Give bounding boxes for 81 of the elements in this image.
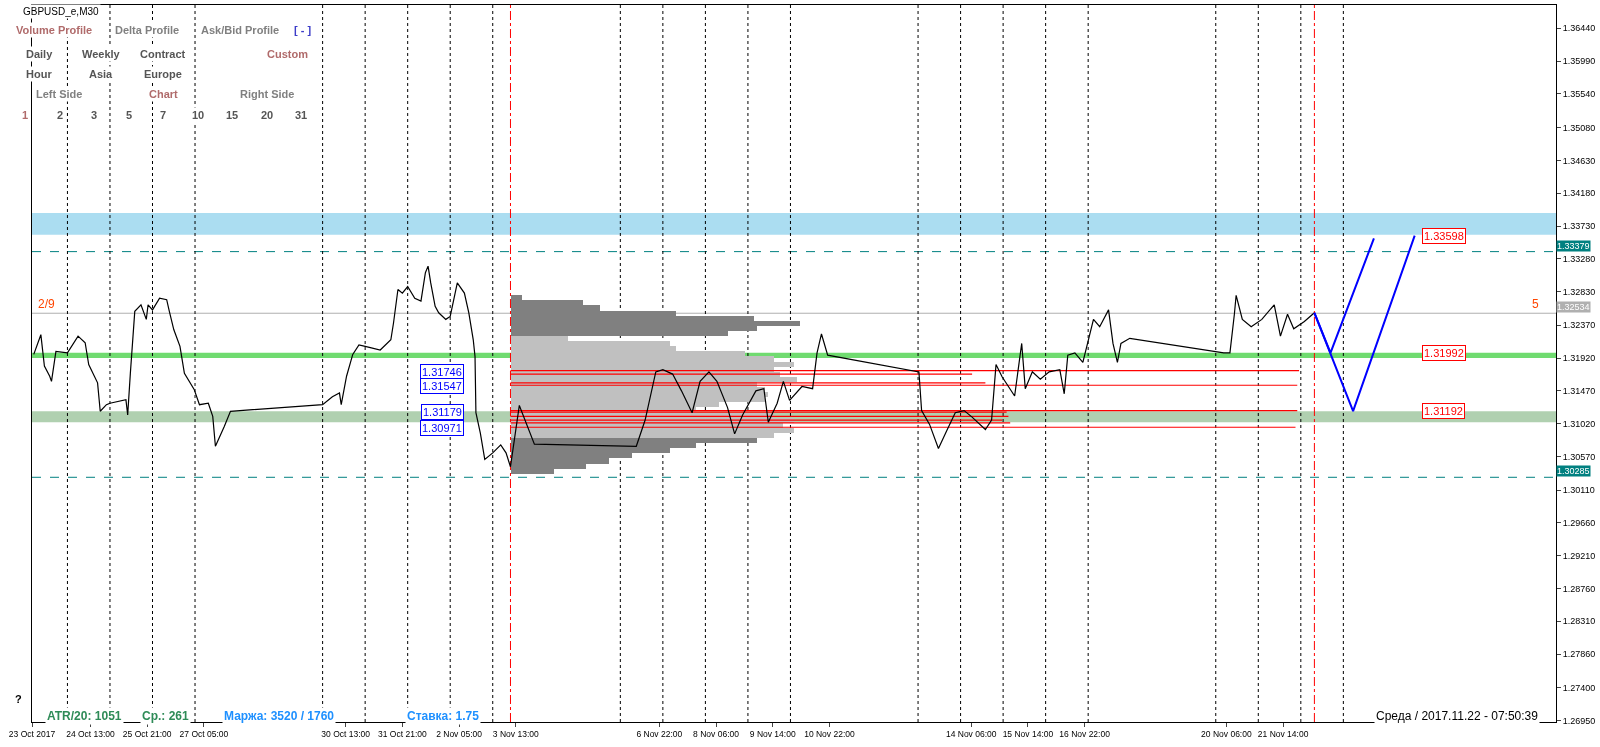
x-tick-label: 14 Nov 06:00 [945,729,997,740]
chart-title: GBPUSD_e,M30 [23,6,100,17]
annotation: 20 [261,109,274,121]
y-tick-label: 1.29660 [1562,518,1596,529]
text: 1 [22,109,29,121]
x-tick-label: 9 Nov 14:00 [749,729,796,740]
x-tick-label: 8 Nov 06:00 [693,729,740,740]
ref-line-label: 1.33379 [1557,241,1590,251]
x-tick-label: 3 Nov 13:00 [492,729,539,740]
y-tick-label: 1.33280 [1562,253,1596,264]
annotation: Daily [26,48,54,60]
ref-line-label: 1.32534 [1557,302,1590,312]
annotation: Chart [149,88,179,100]
y-tick-label: 1.32830 [1562,286,1596,297]
x-tick-label: 10 Nov 22:00 [804,729,855,740]
x-tick-label: 24 Oct 13:00 [66,729,116,740]
annotation: 31 [295,109,308,121]
text: ? [15,693,22,705]
y-tick-label: 1.27400 [1562,682,1596,693]
annotation: 10 [192,109,205,121]
annotation: 1.31547 [422,380,462,392]
annotation: Delta Profile [115,24,180,36]
annotation: 2 [57,109,64,121]
annotation: 5 [1532,297,1539,311]
annotation: Weekly [82,48,121,60]
annotation: Volume Profile [16,24,93,36]
y-tick-label: 1.35990 [1562,56,1596,67]
annotation: Contract [140,48,186,60]
x-tick-label: 16 Nov 22:00 [1059,729,1111,740]
y-tick-label: 1.28310 [1562,616,1596,627]
annotation: Right Side [240,88,295,100]
annotation: 1.31746 [422,366,462,378]
y-tick-label: 1.36440 [1562,23,1596,34]
annotation: Europe [144,68,182,80]
x-tick-label: 21 Nov 14:00 [1257,729,1309,740]
annotation: 1.31992 [1424,347,1464,359]
annotation: Ставка: 1.75 [407,709,480,723]
ref-line-label: 1.30285 [1557,466,1590,476]
annotation: Hour [26,68,53,80]
x-tick-label: 6 Nov 22:00 [636,729,683,740]
y-tick-label: 1.31920 [1562,353,1596,364]
annotation: [ - ] [294,24,312,36]
annotation: 3 [91,109,98,121]
y-tick-label: 1.34180 [1562,188,1596,199]
y-tick-label: 1.32370 [1562,320,1596,331]
y-tick-label: 1.31020 [1562,418,1596,429]
y-tick-label: 1.29210 [1562,550,1596,561]
y-tick-label: 1.30570 [1562,451,1596,462]
annotation: Asia [89,68,114,80]
y-tick-label: 1.30110 [1562,485,1595,496]
annotation: 5 [126,109,133,121]
annotation: 7 [160,109,167,121]
x-tick-label: 27 Oct 05:00 [179,729,229,740]
x-tick-label: 30 Oct 13:00 [321,729,371,740]
y-tick-label: 1.35080 [1562,122,1596,133]
annotation: 1.30971 [422,422,462,434]
y-tick-label: 1.34630 [1562,155,1596,166]
y-tick-label: 1.28760 [1562,583,1596,594]
annotation: Left Side [36,88,83,100]
x-tick-label: 25 Oct 21:00 [122,729,172,740]
annotation: Custom [267,48,309,60]
y-tick-label: 1.31470 [1562,386,1596,396]
x-tick-label: 15 Nov 14:00 [1002,729,1054,740]
annotation: 1.31179 [423,406,462,418]
x-tick-label: 23 Oct 2017 [8,729,56,740]
y-tick-label: 1.33730 [1562,221,1596,232]
annotation: 1.31192 [1424,405,1463,417]
annotation: 15 [226,109,239,121]
annotation: Маржа: 3520 / 1760 [224,709,335,723]
annotation: Ср.: 261 [142,709,190,723]
y-tick-label: 1.26950 [1562,715,1596,726]
annotation: 2/9 [38,297,56,311]
x-tick-label: 20 Nov 06:00 [1201,729,1252,740]
x-tick-label: 2 Nov 05:00 [436,729,483,740]
y-tick-label: 1.35540 [1562,89,1596,100]
annotation: 1.33598 [1424,230,1464,242]
y-tick-label: 1.27860 [1562,649,1596,660]
annotation: Ask/Bid Profile [201,24,280,36]
annotation: Среда / 2017.11.22 - 07:50:39 [1376,709,1539,723]
annotation: ATR/20: 1051 [47,709,122,723]
x-tick-label: 31 Oct 21:00 [378,729,427,740]
